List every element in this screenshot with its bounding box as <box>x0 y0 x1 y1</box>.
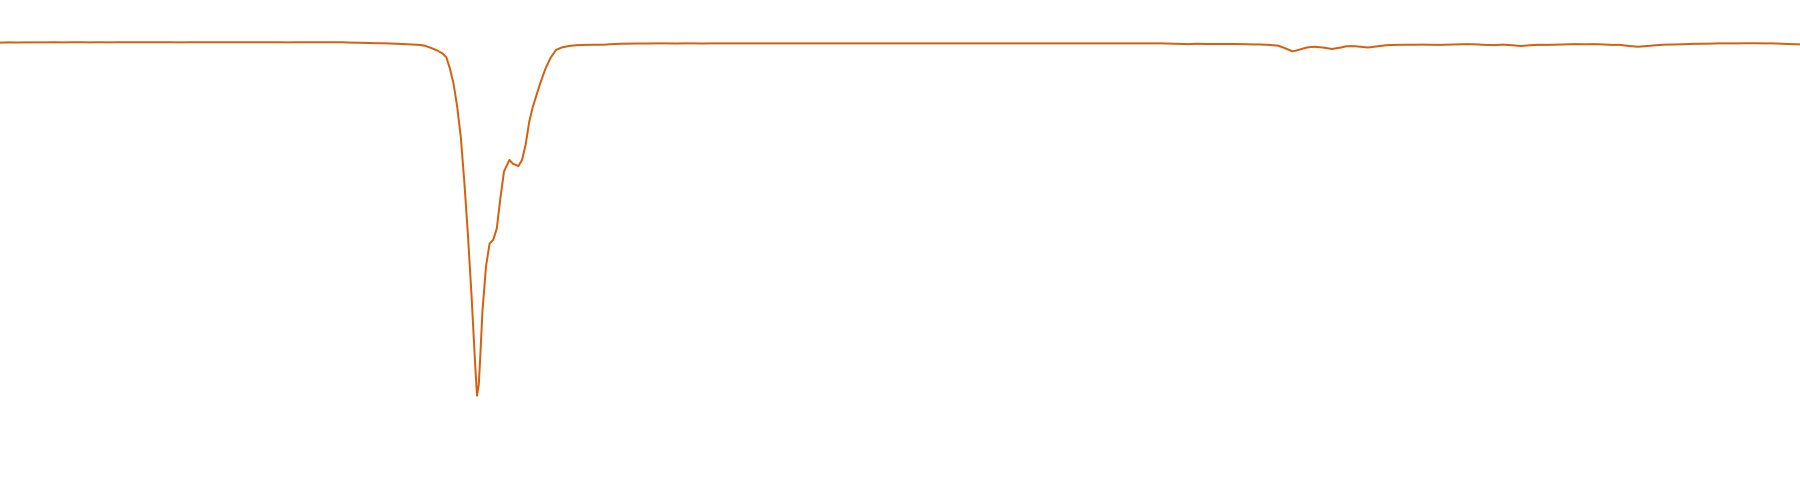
series-layer <box>0 41 1800 397</box>
series-line-0 <box>0 41 1800 397</box>
